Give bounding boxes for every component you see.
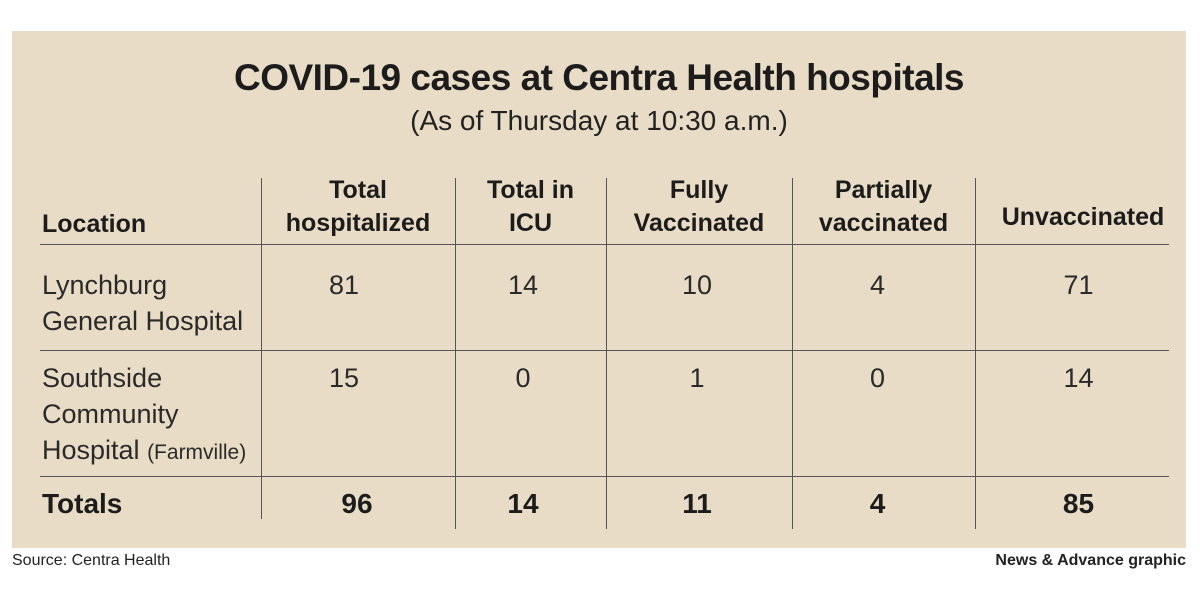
header-total-in-icu: Total in ICU [486,176,575,237]
header-divider [40,244,1169,245]
cell-fully-vaccinated: 1 [689,363,705,393]
chart-panel: COVID-19 cases at Centra Health hospital… [12,31,1186,548]
totals-label: Totals [42,488,123,519]
row-location: Lynchburg General Hospital [42,270,244,336]
cell-total-in-icu: 14 [507,270,539,300]
cell-total-hospitalized: 15 [328,363,360,393]
location-note: (Farmville) [147,441,247,464]
column-divider [975,178,976,529]
row-divider [40,350,1169,351]
source-note: Source: Centra Health [12,552,171,569]
cell-total-in-icu: 0 [515,363,531,393]
cell-total-hospitalized: 81 [328,270,360,300]
cell-fully-vaccinated: 10 [681,270,713,300]
cell-partially-vaccinated: 4 [869,270,886,300]
column-divider [261,178,262,519]
graphic-credit: News & Advance graphic [995,552,1186,569]
column-divider [606,178,607,529]
cell-partially-vaccinated: 0 [869,363,886,393]
row-location: Southside Community Hospital (Farmville) [42,363,247,465]
column-divider [792,178,793,529]
total-fully-vaccinated: 11 [682,488,712,519]
cell-unvaccinated: 71 [1063,270,1094,300]
totals-divider [40,476,1169,477]
header-fully-vaccinated: Fully Vaccinated [633,176,765,237]
chart-subtitle: (As of Thursday at 10:30 a.m.) [410,105,788,136]
header-total-hospitalized: Total hospitalized [285,176,431,237]
header-partially-vaccinated: Partially vaccinated [818,176,949,237]
column-divider [455,178,456,529]
header-unvaccinated: Unvaccinated [1001,203,1165,231]
header-location: Location [42,210,147,238]
total-partially-vaccinated: 4 [869,488,886,519]
total-unvaccinated: 85 [1062,488,1095,519]
chart-title: COVID-19 cases at Centra Health hospital… [233,57,965,98]
total-in-icu: 14 [507,488,539,519]
cell-unvaccinated: 14 [1063,363,1094,393]
total-hospitalized: 96 [341,488,373,519]
